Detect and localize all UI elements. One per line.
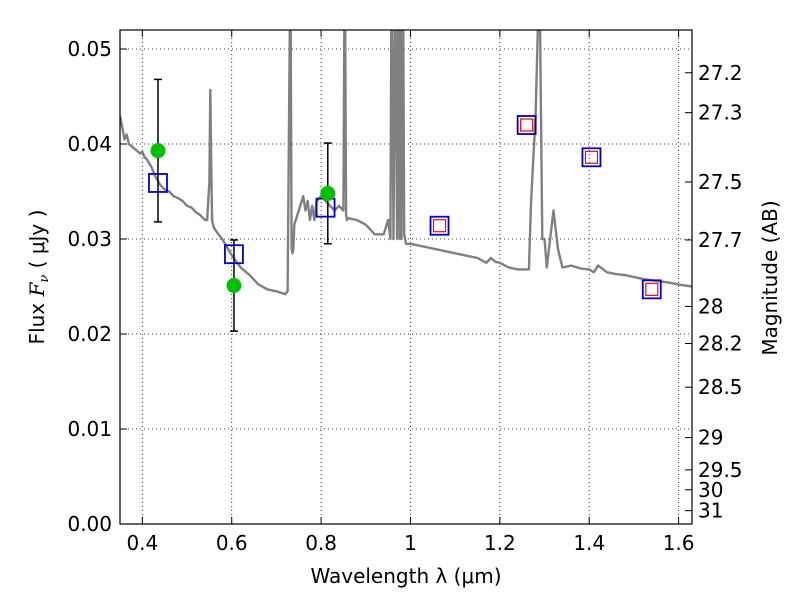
model-point-box: [581, 147, 602, 168]
model-point-inner: [520, 118, 534, 132]
observed-point: [226, 278, 242, 294]
y-axis-label: Flux Fν ( μJy ): [25, 210, 52, 345]
model-point-box: [641, 279, 662, 300]
y-tick-label: 0.03: [67, 227, 112, 251]
y2-tick-label: 29: [698, 426, 723, 450]
x-tick-label: 0.8: [305, 531, 337, 555]
observed-point: [320, 185, 336, 201]
y2-tick-label: 27.5: [698, 170, 743, 194]
y2-tick-label: 31: [698, 499, 723, 523]
y2-tick-label: 30: [698, 478, 723, 502]
x-axis-label: Wavelength λ (μm): [310, 564, 501, 588]
model-point-box: [429, 215, 450, 236]
sed-line: [120, 30, 692, 296]
x-tick-label: 0.4: [126, 531, 158, 555]
y-tick-label: 0.00: [67, 512, 112, 536]
y-tick-label: 0.05: [67, 37, 112, 61]
y2-tick-label: 28.2: [698, 332, 743, 356]
y2-tick-label: 27.7: [698, 228, 743, 252]
y-axis-label-subscript: ν: [37, 275, 52, 283]
y2-axis-label: Magnitude (AB): [758, 200, 782, 355]
model-point-box: [224, 244, 244, 265]
observed-point: [150, 143, 166, 159]
x-tick-label: 0.6: [216, 531, 248, 555]
x-tick-label: 1.6: [663, 531, 695, 555]
model-point-inner: [645, 282, 659, 296]
model-point-box: [516, 115, 537, 135]
model-point-inner: [432, 219, 447, 233]
x-tick-labels: 0.4 0.6 0.8 1 1.2 1.4 1.6: [126, 531, 694, 555]
x-tick-label: 1.2: [484, 531, 516, 555]
y-tick-labels: 0.00 0.01 0.02 0.03 0.04 0.05: [67, 37, 112, 536]
y2-tick-label: 28: [698, 294, 723, 318]
observed-points: [150, 143, 336, 294]
y2-tick-label: 28.5: [698, 375, 743, 399]
y2-tick-label: 27.2: [698, 61, 743, 85]
y-tick-label: 0.02: [67, 322, 112, 346]
sed-series: [120, 30, 692, 296]
y-axis-label-symbol: F: [25, 282, 49, 298]
y-axis-label-prefix: Flux: [25, 297, 49, 345]
y-tick-label: 0.01: [67, 417, 112, 441]
y-tick-label: 0.04: [67, 132, 112, 156]
y2-tick-label: 27.3: [698, 101, 743, 125]
y2-tick-label: 29.5: [698, 458, 743, 482]
ticks: [120, 30, 692, 525]
y-axis-label-suffix: ( μJy ): [25, 210, 49, 275]
x-tick-label: 1: [404, 531, 417, 555]
model-point-inner: [584, 150, 599, 164]
x-tick-label: 1.4: [573, 531, 605, 555]
plot-frame: [119, 29, 693, 525]
model-point-box: [148, 173, 168, 193]
